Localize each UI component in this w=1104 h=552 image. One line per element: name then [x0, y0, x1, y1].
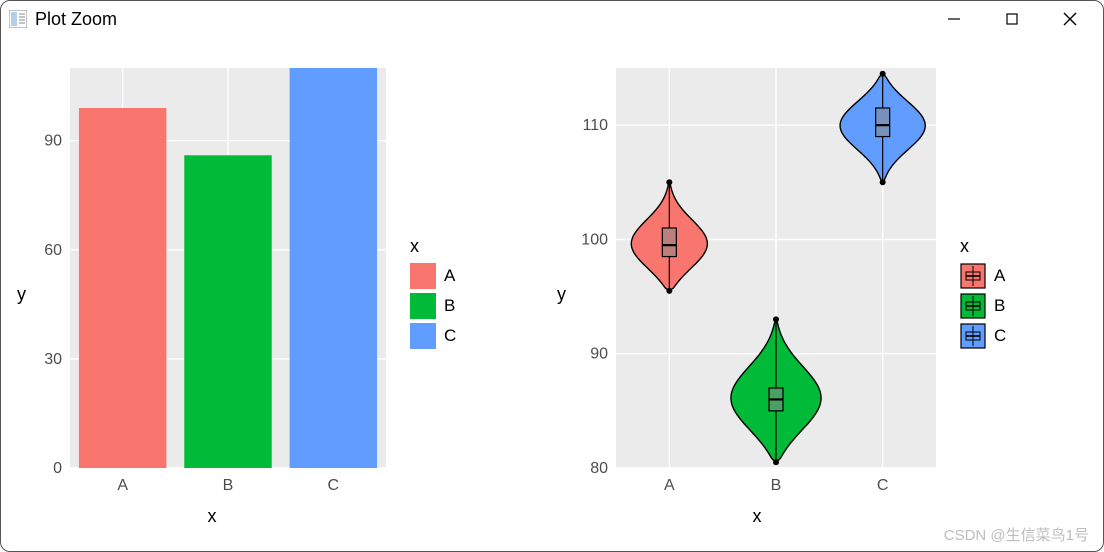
svg-text:C: C — [877, 477, 889, 494]
legend-label: A — [994, 266, 1005, 286]
legend-item: C — [410, 323, 456, 349]
legend-label: B — [994, 296, 1005, 316]
svg-text:A: A — [117, 477, 128, 494]
legend-item: B — [410, 293, 456, 319]
bar-chart-panel: y 0306090ABC x x ABC — [1, 47, 541, 541]
violin-legend: x ABC — [960, 236, 1006, 353]
legend-key-icon — [410, 323, 436, 349]
violin-legend-title: x — [960, 236, 1006, 257]
legend-key-icon — [410, 293, 436, 319]
svg-text:B: B — [223, 477, 234, 494]
svg-text:0: 0 — [53, 460, 62, 477]
legend-item: A — [960, 263, 1006, 289]
svg-text:60: 60 — [44, 241, 62, 258]
legend-label: A — [444, 266, 455, 286]
svg-text:B: B — [771, 477, 782, 494]
legend-item: C — [960, 323, 1006, 349]
maximize-button[interactable] — [997, 4, 1027, 34]
violin-xlabel: x — [753, 506, 762, 527]
titlebar: Plot Zoom — [1, 1, 1103, 37]
svg-text:80: 80 — [590, 460, 608, 477]
legend-item: B — [960, 293, 1006, 319]
legend-key-icon — [960, 263, 986, 289]
window-title: Plot Zoom — [35, 9, 117, 30]
legend-key-icon — [960, 323, 986, 349]
svg-text:30: 30 — [44, 350, 62, 367]
violin-ylabel: y — [557, 284, 566, 305]
window: Plot Zoom y 0306090ABC x x ABC — [0, 0, 1104, 552]
close-button[interactable] — [1055, 4, 1085, 34]
legend-item: A — [410, 263, 456, 289]
svg-text:A: A — [664, 477, 675, 494]
legend-label: B — [444, 296, 455, 316]
svg-text:110: 110 — [582, 117, 608, 134]
legend-key-icon — [410, 263, 436, 289]
plot-content: y 0306090ABC x x ABC y 8090100110ABC x x… — [1, 37, 1103, 551]
window-controls — [939, 4, 1095, 34]
bar-legend: x ABC — [410, 236, 456, 353]
svg-text:90: 90 — [590, 345, 608, 362]
violin-chart: 80 90 100 110 A B C — [572, 62, 942, 502]
bar-ylabel: y — [17, 284, 26, 305]
bar-xlabel: x — [208, 506, 217, 527]
bar-legend-title: x — [410, 236, 456, 257]
watermark: CSDN @生信菜鸟1号 — [944, 524, 1089, 545]
legend-label: C — [994, 326, 1006, 346]
app-icon — [9, 10, 27, 28]
minimize-button[interactable] — [939, 4, 969, 34]
svg-text:90: 90 — [44, 132, 62, 149]
svg-text:C: C — [328, 477, 340, 494]
violin-chart-panel: y 8090100110ABC x x ABC — [541, 47, 1101, 541]
svg-text:100: 100 — [581, 231, 608, 248]
legend-key-icon — [960, 293, 986, 319]
legend-label: C — [444, 326, 456, 346]
bar-chart: 0 30 60 90 A B C — [32, 62, 392, 502]
